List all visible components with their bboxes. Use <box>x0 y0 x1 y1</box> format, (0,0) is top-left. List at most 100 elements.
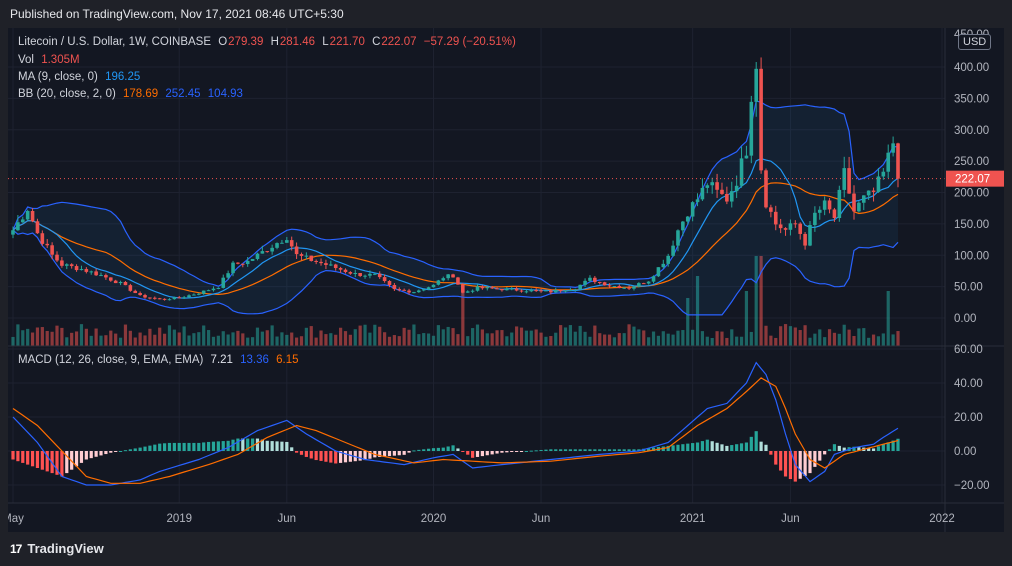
candle-body <box>211 288 216 291</box>
candle-body <box>172 297 177 300</box>
candle-body <box>30 210 35 222</box>
macd-line <box>12 361 899 486</box>
macd-histogram-bar <box>715 442 719 451</box>
candle-body <box>314 260 318 262</box>
macd-histogram-bar <box>612 449 617 451</box>
macd-histogram-bar <box>162 443 167 451</box>
macd-histogram-bar <box>544 449 548 451</box>
candle-body <box>329 264 333 266</box>
volume-bar <box>871 334 876 346</box>
ma-label[interactable]: MA (9, close, 0) <box>18 71 98 83</box>
macd-histogram-bar <box>725 445 729 451</box>
candle-body <box>793 223 798 225</box>
volume-bar <box>588 336 592 346</box>
candle-body <box>461 284 465 293</box>
volume-bar <box>686 298 690 346</box>
low-label: L <box>322 36 329 48</box>
candle-body <box>382 277 387 282</box>
volume-bar <box>578 325 582 346</box>
volume-bar <box>827 329 832 346</box>
chart-canvas[interactable]: 450.00400.00350.00300.00250.00200.00150.… <box>2 28 1004 532</box>
volume-bar <box>651 331 656 346</box>
candle-body <box>593 277 597 282</box>
candle-body <box>436 280 441 285</box>
macd-histogram-bar <box>206 441 211 451</box>
candle-body <box>392 285 397 290</box>
close-value: 222.07 <box>381 36 417 48</box>
volume-bar <box>642 330 646 346</box>
candle-body <box>456 277 460 285</box>
macd-histogram-bar <box>343 451 348 463</box>
macd-histogram-bar <box>730 445 734 451</box>
currency-button[interactable]: USD <box>958 34 992 50</box>
macd-histogram-bar <box>118 451 123 452</box>
macd-histogram-bar <box>603 449 607 451</box>
chart-frame[interactable]: 450.00400.00350.00300.00250.00200.00150.… <box>2 28 1004 532</box>
candle-body <box>285 240 289 243</box>
volume-bar <box>177 332 181 346</box>
candle-body <box>417 290 421 293</box>
candle-body <box>539 290 543 292</box>
macd-histogram-bar <box>358 451 362 461</box>
candle-body <box>270 247 274 252</box>
volume-bar <box>847 329 851 346</box>
candle-body <box>788 223 793 230</box>
macd-histogram-bar <box>480 451 484 457</box>
candle-body <box>813 212 817 226</box>
candle-body <box>289 240 294 247</box>
candle-body <box>822 200 827 210</box>
volume-bar <box>304 327 308 346</box>
macd-histogram-bar <box>40 451 44 470</box>
macd-histogram-bar <box>559 449 563 451</box>
macd-histogram-bar <box>363 451 367 461</box>
candle-body <box>69 264 74 267</box>
candle-body <box>783 228 788 230</box>
candle-body <box>739 158 744 186</box>
macd-label[interactable]: MACD (12, 26, close, 9, EMA, EMA) <box>18 354 204 366</box>
macd-histogram-bar <box>202 442 206 451</box>
ma-value: 196.25 <box>105 71 141 83</box>
macd-histogram-bar <box>827 449 832 451</box>
candle-body <box>612 286 617 288</box>
candle-body <box>744 155 749 159</box>
bb-label[interactable]: BB (20, close, 2, 0) <box>18 88 116 100</box>
volume-bar <box>539 332 543 346</box>
macd-histogram-bar <box>407 451 411 453</box>
volume-label[interactable]: Vol <box>18 54 34 66</box>
footer: 17 TradingView <box>0 532 1012 566</box>
candle-body <box>778 224 783 229</box>
volume-bar <box>158 327 162 346</box>
candle-body <box>133 290 138 294</box>
candle-body <box>221 277 226 288</box>
volume-bar <box>192 333 196 346</box>
macd-histogram-bar <box>798 451 802 479</box>
candle-body <box>412 292 416 294</box>
macd-histogram-bar <box>74 451 79 467</box>
volume-bar <box>368 332 372 346</box>
macd-histogram-bar <box>35 451 40 468</box>
volume-bar <box>79 324 84 346</box>
macd-histogram-bar <box>779 451 783 471</box>
macd-histogram-bar <box>876 446 881 451</box>
volume-bar <box>495 330 499 346</box>
macd-histogram-bar <box>881 444 885 451</box>
macd-histogram-bar <box>842 447 846 451</box>
macd-histogram-bar <box>285 441 289 451</box>
volume-bar <box>627 324 631 346</box>
volume-bar <box>65 337 69 346</box>
volume-bar <box>202 325 206 346</box>
volume-bar <box>739 336 744 346</box>
candle-body <box>25 210 30 220</box>
macd-histogram-bar <box>304 451 308 457</box>
volume-bar <box>45 330 49 346</box>
brand[interactable]: 17 TradingView <box>10 541 104 556</box>
candle-body <box>646 281 651 284</box>
symbol-label[interactable]: Litecoin / U.S. Dollar, 1W, COINBASE <box>18 36 212 48</box>
candle-body <box>79 269 84 271</box>
macd-histogram-bar <box>392 451 396 456</box>
price-axis-label: 50.00 <box>954 282 983 294</box>
macd-histogram-bar <box>549 449 553 451</box>
macd-histogram-bar <box>774 451 778 465</box>
volume-bar <box>671 334 675 346</box>
volume-bar <box>446 326 450 346</box>
